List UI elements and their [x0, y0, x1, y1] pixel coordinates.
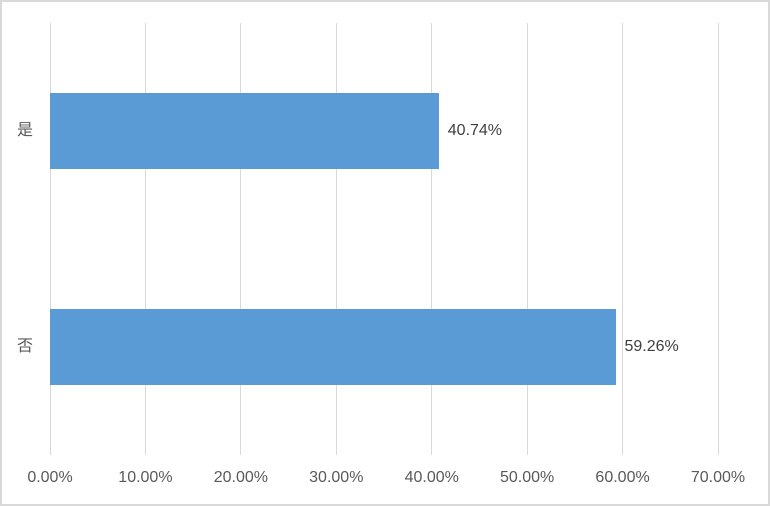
bar	[50, 309, 616, 385]
data-label: 59.26%	[624, 338, 679, 355]
gridline	[717, 23, 719, 455]
gridline	[335, 23, 337, 455]
x-axis-labels: 0.00% 10.00% 20.00% 30.00% 40.00% 50.00% 60.00…	[27, 468, 745, 490]
category-label: 否	[16, 338, 33, 355]
x-axis-tick-label: 20.00%	[213, 469, 268, 486]
gridline	[431, 23, 433, 455]
x-axis-tick-label: 70.00%	[690, 469, 746, 486]
category-label: 是	[16, 122, 33, 139]
x-axis-tick-label: 40.00%	[404, 469, 459, 486]
gridline	[622, 23, 624, 455]
gridline	[144, 23, 146, 455]
plot-area: 40.74% 59.26%	[49, 23, 719, 455]
x-axis-tick-label: 10.00%	[118, 469, 173, 486]
gridline	[49, 23, 51, 455]
x-axis-tick-label: 0.00%	[27, 469, 73, 486]
x-axis-tick-label: 30.00%	[309, 469, 364, 486]
gridline	[526, 23, 528, 455]
x-axis-tick-label: 60.00%	[595, 469, 650, 486]
data-label: 40.74%	[447, 122, 503, 139]
x-axis-tick-label: 50.00%	[500, 469, 555, 486]
gridline	[240, 23, 242, 455]
category-axis-labels: 是否	[2, 2, 48, 504]
bar	[50, 93, 439, 169]
